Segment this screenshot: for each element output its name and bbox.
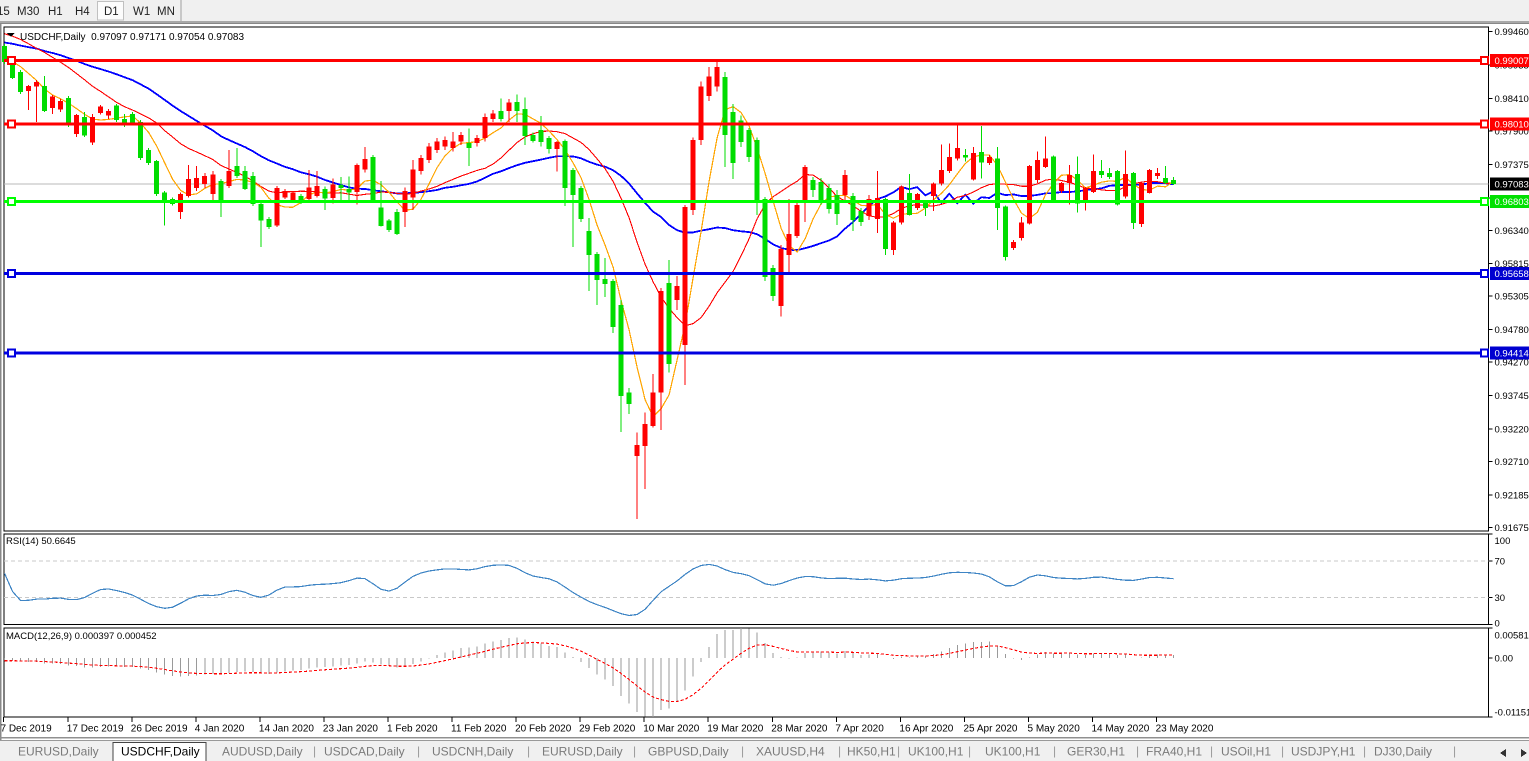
svg-text:20 Feb 2020: 20 Feb 2020 — [515, 724, 572, 735]
svg-text:USDCHF,Daily 0.97097 0.97171: USDCHF,Daily 0.97097 0.97171 0.97054 0.9… — [20, 32, 244, 43]
svg-text:0.95658: 0.95658 — [1495, 269, 1529, 280]
svg-text:29 Feb 2020: 29 Feb 2020 — [579, 724, 636, 735]
svg-text:19 Mar 2020: 19 Mar 2020 — [707, 724, 764, 735]
svg-text:0.95305: 0.95305 — [1495, 292, 1529, 303]
svg-text:26 Dec 2019: 26 Dec 2019 — [131, 724, 188, 735]
svg-text:0.96803: 0.96803 — [1495, 197, 1529, 208]
svg-text:AUDUSD,Daily: AUDUSD,Daily — [222, 745, 303, 759]
svg-text:4 Jan 2020: 4 Jan 2020 — [195, 724, 245, 735]
svg-text:1 Feb 2020: 1 Feb 2020 — [387, 724, 438, 735]
svg-text:MN: MN — [157, 6, 175, 18]
svg-text:RSI(14) 50.6645: RSI(14) 50.6645 — [6, 536, 76, 547]
svg-text:USDJPY,H1: USDJPY,H1 — [1291, 745, 1356, 759]
svg-text:0.97375: 0.97375 — [1495, 160, 1529, 171]
svg-text:EURUSD,Daily: EURUSD,Daily — [542, 745, 623, 759]
svg-text:MACD(12,26,9) 0.000397 0.00045: MACD(12,26,9) 0.000397 0.000452 — [6, 631, 157, 642]
svg-text:|: | — [968, 744, 971, 758]
svg-text:0.97900: 0.97900 — [1495, 126, 1529, 137]
svg-text:0.95815: 0.95815 — [1495, 259, 1529, 270]
svg-text:UK100,H1: UK100,H1 — [985, 745, 1041, 759]
svg-text:|: | — [1363, 744, 1366, 758]
svg-text:GER30,H1: GER30,H1 — [1067, 745, 1125, 759]
svg-text:|: | — [417, 744, 420, 758]
svg-text:0.93745: 0.93745 — [1495, 391, 1529, 402]
svg-text:0.98010: 0.98010 — [1495, 120, 1529, 131]
svg-text:100: 100 — [1495, 536, 1511, 547]
svg-text:0.99460: 0.99460 — [1495, 27, 1529, 38]
svg-text:W1: W1 — [133, 6, 150, 18]
svg-text:0.94414: 0.94414 — [1495, 348, 1529, 359]
svg-text:HK50,H1: HK50,H1 — [847, 745, 896, 759]
svg-text:|: | — [897, 744, 900, 758]
svg-text:D1: D1 — [104, 6, 119, 18]
svg-text:0.92185: 0.92185 — [1495, 490, 1529, 501]
svg-text:30: 30 — [1495, 593, 1506, 604]
svg-text:0.91675: 0.91675 — [1495, 523, 1529, 534]
svg-text:28 Mar 2020: 28 Mar 2020 — [771, 724, 828, 735]
svg-text:23 May 2020: 23 May 2020 — [1156, 724, 1214, 735]
svg-text:0.94270: 0.94270 — [1495, 358, 1529, 369]
svg-text:H4: H4 — [75, 6, 90, 18]
svg-text:-0.01151: -0.01151 — [1495, 708, 1529, 719]
svg-text:25 Apr 2020: 25 Apr 2020 — [964, 724, 1018, 735]
svg-text:5 May 2020: 5 May 2020 — [1028, 724, 1081, 735]
svg-text:|: | — [741, 744, 744, 758]
svg-text:|: | — [1210, 744, 1213, 758]
svg-text:11 Feb 2020: 11 Feb 2020 — [451, 724, 507, 735]
svg-text:0: 0 — [1495, 619, 1500, 630]
svg-text:17 Dec 2019: 17 Dec 2019 — [67, 724, 124, 735]
svg-text:|: | — [1053, 744, 1056, 758]
svg-text:EURUSD,Daily: EURUSD,Daily — [18, 745, 99, 759]
svg-text:0.96340: 0.96340 — [1495, 226, 1529, 237]
svg-text:16 Apr 2020: 16 Apr 2020 — [899, 724, 953, 735]
svg-text:0.94780: 0.94780 — [1495, 325, 1529, 336]
svg-text:|: | — [1136, 744, 1139, 758]
svg-text:DJ30,Daily: DJ30,Daily — [1374, 745, 1432, 759]
svg-text:10 Mar 2020: 10 Mar 2020 — [643, 724, 700, 735]
svg-text:|: | — [633, 744, 636, 758]
svg-text:UK100,H1: UK100,H1 — [908, 745, 964, 759]
svg-text:|: | — [838, 744, 841, 758]
svg-text:H1: H1 — [48, 6, 63, 18]
svg-text:FRA40,H1: FRA40,H1 — [1146, 745, 1202, 759]
svg-text:USDCAD,Daily: USDCAD,Daily — [324, 745, 405, 759]
svg-text:14 Jan 2020: 14 Jan 2020 — [259, 724, 314, 735]
svg-text:23 Jan 2020: 23 Jan 2020 — [323, 724, 378, 735]
svg-text:|: | — [313, 744, 316, 758]
svg-text:7 Apr 2020: 7 Apr 2020 — [835, 724, 884, 735]
svg-text:0.99007: 0.99007 — [1495, 56, 1529, 67]
svg-text:0.92710: 0.92710 — [1495, 457, 1529, 468]
svg-text:USDCHF,Daily: USDCHF,Daily — [121, 745, 200, 759]
svg-text:0.98410: 0.98410 — [1495, 94, 1529, 105]
svg-text:0.005818: 0.005818 — [1495, 631, 1529, 642]
svg-text:GBPUSD,Daily: GBPUSD,Daily — [648, 745, 729, 759]
svg-text:70: 70 — [1495, 557, 1506, 568]
svg-text:14 May 2020: 14 May 2020 — [1092, 724, 1150, 735]
svg-text:|: | — [527, 744, 530, 758]
svg-text:XAUUSD,H4: XAUUSD,H4 — [756, 745, 825, 759]
svg-text:USOil,H1: USOil,H1 — [1221, 745, 1271, 759]
svg-text:M30: M30 — [17, 6, 39, 18]
svg-text:0.00: 0.00 — [1495, 653, 1514, 664]
svg-text:15: 15 — [0, 6, 10, 18]
svg-text:7 Dec 2019: 7 Dec 2019 — [1, 724, 53, 735]
svg-text:0.93220: 0.93220 — [1495, 425, 1529, 436]
svg-text:USDCNH,Daily: USDCNH,Daily — [432, 745, 513, 759]
svg-text:|: | — [1453, 744, 1456, 758]
svg-text:0.97083: 0.97083 — [1495, 180, 1529, 191]
svg-text:|: | — [1281, 744, 1284, 758]
